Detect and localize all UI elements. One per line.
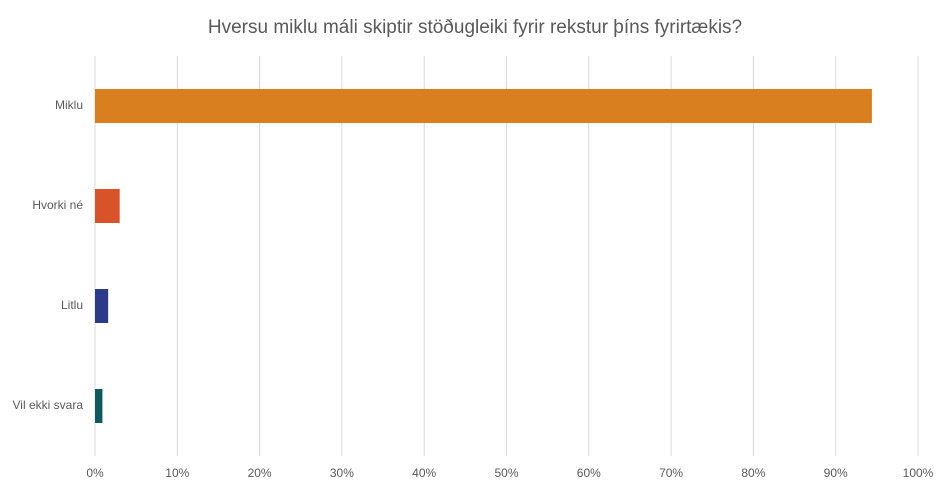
bar [95, 389, 103, 423]
bar [95, 89, 872, 123]
x-tick-label: 20% [248, 466, 272, 480]
x-tick-label: 70% [659, 466, 683, 480]
x-tick-label: 40% [412, 466, 436, 480]
x-tick-label: 100% [903, 466, 934, 480]
y-tick-label: Hvorki né [32, 198, 83, 212]
x-tick-label: 30% [330, 466, 354, 480]
x-tick-label: 10% [165, 466, 189, 480]
x-tick-label: 90% [824, 466, 848, 480]
bar [95, 289, 109, 323]
x-tick-label: 50% [494, 466, 518, 480]
bar [95, 189, 120, 223]
x-tick-label: 0% [86, 466, 104, 480]
x-tick-label: 60% [577, 466, 601, 480]
y-tick-label: Miklu [55, 98, 83, 112]
y-tick-label: Litlu [61, 298, 83, 312]
x-tick-label: 80% [741, 466, 765, 480]
y-tick-label: Vil ekki svara [13, 398, 84, 412]
chart-title: Hversu miklu máli skiptir stöðugleiki fy… [208, 17, 742, 38]
